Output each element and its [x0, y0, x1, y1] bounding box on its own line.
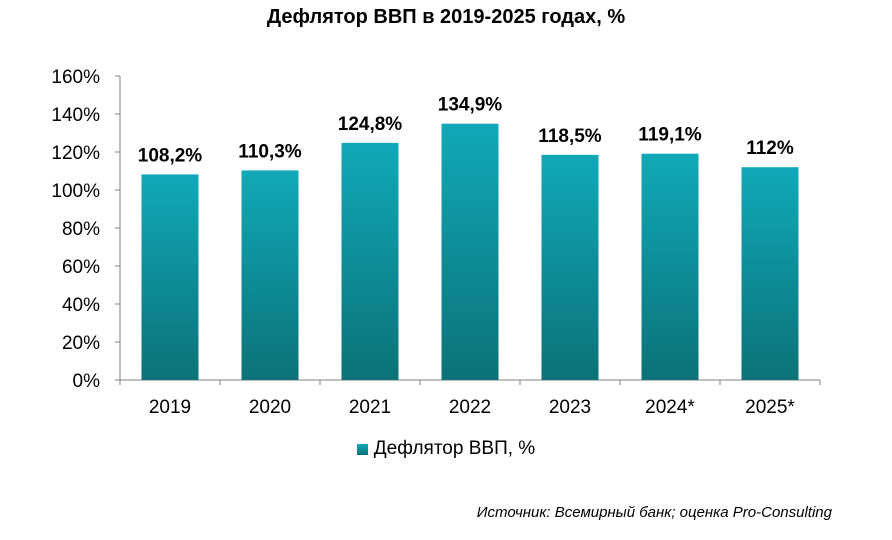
- bar: [341, 142, 399, 380]
- y-tick-label: 40%: [62, 295, 100, 316]
- y-tick-label: 160%: [51, 67, 100, 88]
- x-tick-label: 2025*: [745, 397, 795, 418]
- data-label: 110,3%: [238, 141, 301, 162]
- y-tick-label: 20%: [62, 333, 100, 354]
- bar: [241, 170, 299, 380]
- data-label: 108,2%: [138, 145, 203, 166]
- x-tick-label: 2020: [249, 397, 291, 418]
- data-label: 119,1%: [638, 125, 701, 146]
- bars: [141, 123, 799, 380]
- y-tick-label: 120%: [51, 143, 100, 164]
- bar: [541, 154, 599, 380]
- x-tick-label: 2021: [349, 397, 391, 418]
- y-tick-label: 80%: [62, 219, 100, 240]
- x-tick-label: 2022: [449, 397, 491, 418]
- data-label: 124,8%: [338, 114, 403, 135]
- x-tick-label: 2019: [149, 397, 191, 418]
- bar: [441, 123, 499, 380]
- x-tick-label: 2023: [549, 397, 591, 418]
- y-tick-label: 0%: [73, 371, 101, 392]
- data-label: 112%: [746, 138, 794, 159]
- bar: [141, 174, 199, 380]
- bar: [641, 153, 699, 380]
- data-label: 134,9%: [438, 95, 503, 116]
- data-labels: 2019 108,2% 2020 110,3% 2021 124,8% 2022 134,9%…: [138, 95, 796, 418]
- chart-title: Дефлятор ВВП в 2019-2025 годах, %: [266, 6, 626, 28]
- legend: Дефлятор ВВП, %: [0, 438, 892, 460]
- x-tick-label: 2024*: [645, 397, 695, 418]
- bar: [741, 167, 799, 380]
- data-label: 118,5%: [538, 126, 601, 147]
- axes: 0% 20% 40% 60% 80% 100% 120% 140% 160%: [51, 67, 821, 392]
- y-tick-label: 140%: [51, 105, 100, 126]
- legend-swatch: [356, 443, 368, 455]
- legend-label: Дефлятор ВВП, %: [373, 438, 536, 459]
- source-note: Источник: Всемирный банк; оценка Pro-Con…: [476, 504, 832, 521]
- y-tick-label: 100%: [51, 181, 100, 202]
- y-tick-label: 60%: [62, 257, 100, 278]
